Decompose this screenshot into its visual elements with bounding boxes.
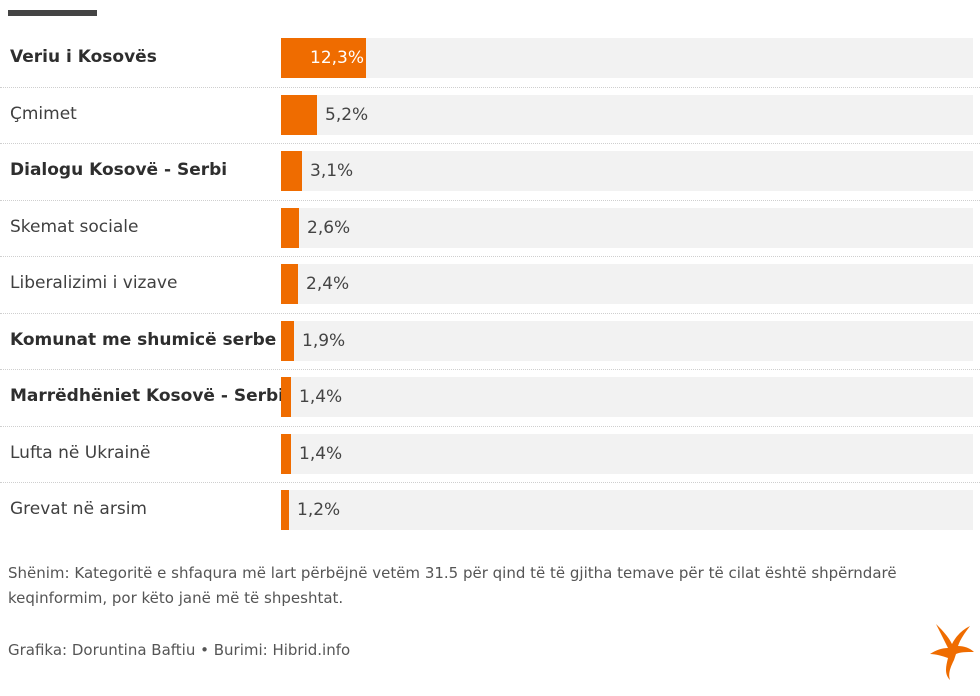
category-label: Grevat në arsim [10,499,147,519]
bar [281,151,302,191]
category-label: Lufta në Ukrainë [10,442,151,463]
value-label: 2,4% [306,274,350,294]
value-label: 2,6% [307,217,351,238]
value-label: 1,2% [297,500,341,520]
bar-chart: Veriu i Kosovës 12,3% Çmimet 5,2% Dialogu Ko… [0,31,980,540]
bar-track [281,433,973,474]
bar-row: Marrëdhëniet Kosovë - Serbi 1,4% [0,370,980,427]
bar-track [281,264,973,304]
bar [281,94,317,135]
bar-row: Liberalizimi i vizave 2,4% [0,257,980,314]
category-label: Marrëdhëniet Kosovë - Serbi [10,386,285,406]
bar [281,320,294,361]
category-label: Veriu i Kosovës [10,47,157,67]
value-label: 1,4% [299,387,343,407]
bar-row: Lufta në Ukrainë 1,4% [0,427,980,483]
bar [281,207,299,248]
bar [281,264,298,304]
category-label: Liberalizimi i vizave [10,273,178,293]
bar [281,490,289,530]
bar-row: Veriu i Kosovës 12,3% [0,31,980,88]
bar [281,433,291,474]
category-label: Çmimet [10,103,77,124]
bar-track [281,320,973,361]
bar-row: Grevat në arsim 1,2% [0,483,980,540]
bar [281,377,291,417]
header-accent-bar [8,10,97,16]
bar-track [281,490,973,530]
bar-row: Dialogu Kosovë - Serbi 3,1% [0,144,980,201]
bar-track [281,377,973,417]
bar-track [281,151,973,191]
rferl-logo-icon [930,624,974,680]
chart-credit: Grafika: Doruntina Baftiu • Burimi: Hibr… [8,641,351,659]
bar [281,38,366,78]
value-label: 1,4% [299,443,343,464]
value-label: 3,1% [310,161,354,181]
bar-row: Çmimet 5,2% [0,88,980,144]
bar-track [281,207,973,248]
value-label: 5,2% [325,104,369,125]
bar-track [281,94,973,135]
category-label: Dialogu Kosovë - Serbi [10,160,228,180]
bar-row: Skemat sociale 2,6% [0,201,980,257]
category-label: Skemat sociale [10,216,139,237]
value-label: 12,3% [310,48,365,68]
chart-note: Shënim: Kategoritë e shfaqura më lart pë… [8,564,897,607]
bar-track [281,38,973,78]
value-label: 1,9% [302,330,346,351]
category-label: Komunat me shumicë serbe [10,329,277,350]
bar-row: Komunat me shumicë serbe 1,9% [0,314,980,370]
